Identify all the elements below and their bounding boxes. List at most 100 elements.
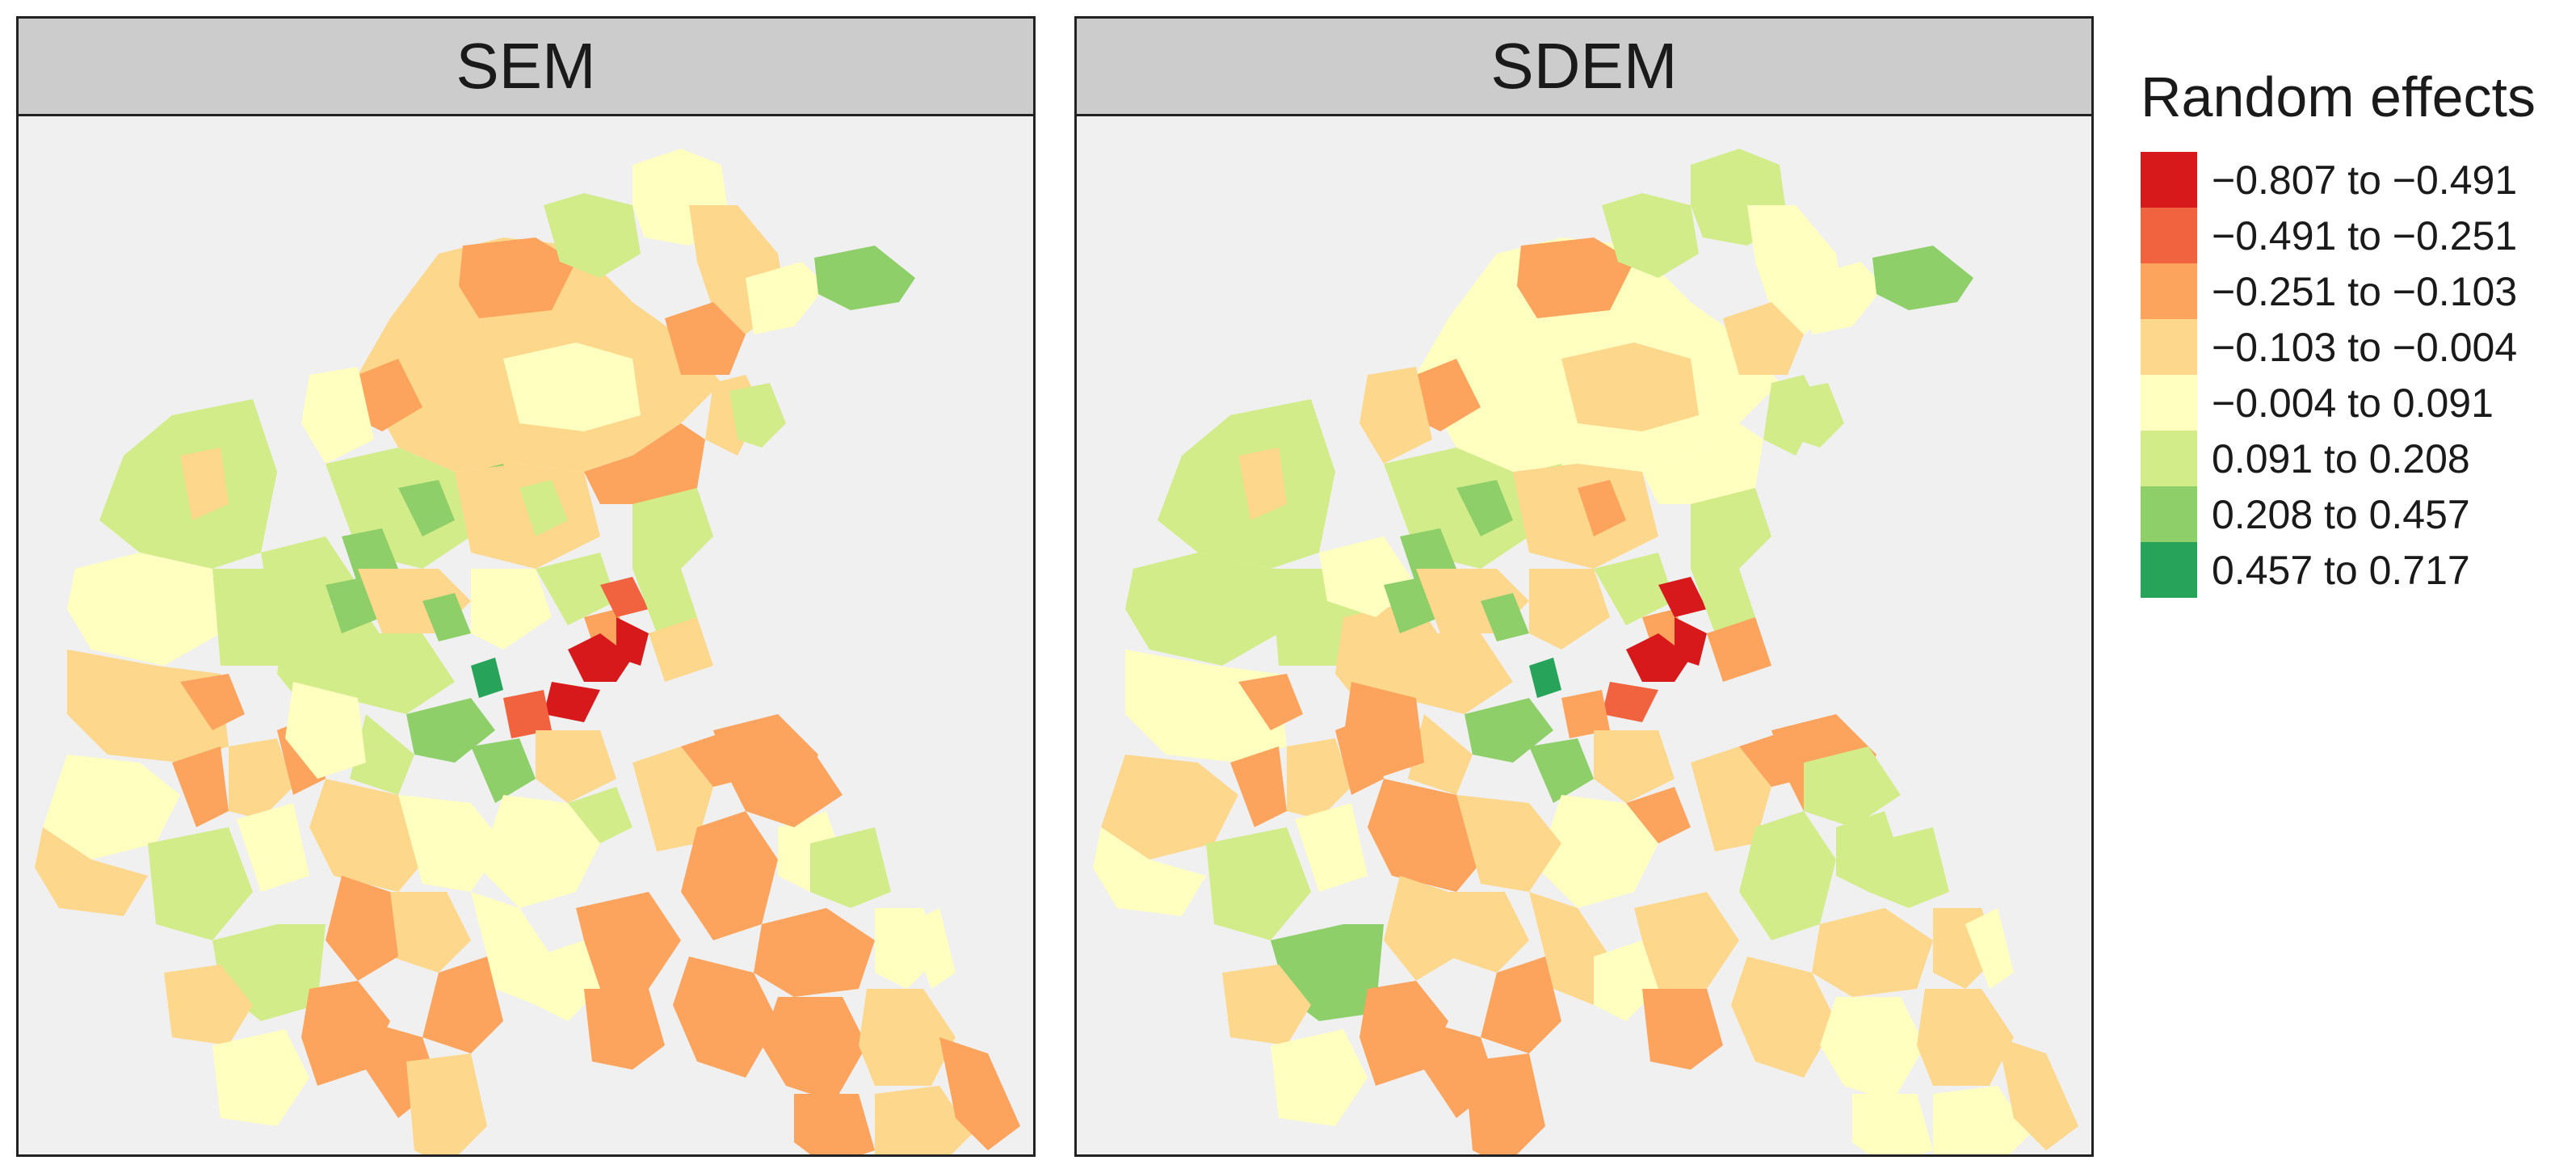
region	[1517, 238, 1634, 318]
region	[810, 827, 891, 908]
region	[536, 730, 616, 803]
region	[180, 674, 245, 730]
region	[1739, 811, 1836, 940]
region	[649, 617, 713, 682]
region	[1594, 553, 1675, 625]
region	[350, 714, 414, 795]
region	[1602, 682, 1658, 722]
sdem-panel: SDEM	[1074, 16, 2094, 1157]
region	[1529, 738, 1594, 803]
legend-item: −0.004 to 0.091	[2141, 375, 2536, 431]
sem-panel: SEM	[16, 16, 1036, 1157]
sdem-map-svg	[1093, 149, 2078, 1154]
sem-map-svg	[35, 149, 1020, 1154]
region	[1464, 1053, 1545, 1154]
legend-swatch	[2141, 319, 2197, 375]
region	[1408, 714, 1473, 795]
region	[67, 553, 221, 666]
region	[471, 892, 552, 1005]
legend-swatch	[2141, 208, 2197, 263]
legend-item: −0.807 to −0.491	[2141, 152, 2536, 208]
region	[1634, 892, 1739, 989]
sem-map	[19, 116, 1033, 1154]
region	[1804, 262, 1885, 334]
region	[1691, 488, 1771, 569]
region	[568, 787, 632, 843]
region	[1626, 787, 1691, 843]
region	[616, 617, 649, 666]
region	[455, 464, 600, 569]
region	[67, 650, 229, 763]
legend-swatch	[2141, 263, 2197, 319]
region	[1812, 908, 1933, 997]
region	[1481, 593, 1529, 641]
region	[1868, 827, 1949, 908]
legend-swatch	[2141, 375, 2197, 431]
sem-panel-title: SEM	[19, 19, 1033, 116]
region	[1594, 940, 1658, 1021]
region	[1271, 1029, 1368, 1126]
region	[1513, 464, 1658, 569]
sdem-regions	[1093, 149, 2078, 1154]
region	[229, 738, 293, 819]
region	[1561, 690, 1610, 738]
region	[212, 1029, 309, 1126]
region	[729, 383, 786, 448]
region	[148, 827, 253, 940]
legend-label: −0.103 to −0.004	[2212, 324, 2518, 370]
legend-item: 0.208 to 0.457	[2141, 486, 2536, 542]
region	[471, 738, 536, 803]
region	[406, 1053, 487, 1154]
region	[1400, 633, 1513, 714]
region	[814, 246, 915, 310]
region	[1561, 343, 1699, 431]
region	[1675, 617, 1707, 666]
region	[285, 682, 366, 779]
region	[1820, 997, 1925, 1102]
region	[673, 956, 778, 1078]
region	[342, 633, 455, 714]
region	[1788, 383, 1844, 448]
region	[1295, 803, 1368, 892]
region	[1578, 480, 1626, 536]
region	[1529, 658, 1561, 698]
region	[1731, 956, 1836, 1078]
region	[1804, 746, 1901, 827]
region	[301, 367, 374, 464]
region	[875, 1086, 972, 1154]
region	[35, 827, 148, 916]
region	[503, 690, 552, 738]
region	[1287, 738, 1351, 819]
region	[1872, 246, 1973, 310]
legend-title: Random effects	[2141, 65, 2536, 128]
region	[390, 892, 471, 973]
legend-item: −0.103 to −0.004	[2141, 319, 2536, 375]
region	[479, 795, 600, 908]
region	[762, 997, 867, 1102]
region	[859, 989, 956, 1086]
region	[1222, 965, 1311, 1045]
region	[576, 892, 681, 989]
region	[1602, 193, 1699, 278]
region	[907, 908, 956, 989]
region	[172, 746, 229, 827]
region	[1965, 908, 2014, 989]
region	[1359, 367, 1432, 464]
region	[1537, 795, 1658, 908]
legend-label: −0.807 to −0.491	[2212, 157, 2518, 203]
region	[1707, 617, 1771, 682]
region	[536, 553, 616, 625]
legend-item: 0.091 to 0.208	[2141, 431, 2536, 486]
region	[519, 480, 568, 536]
region	[1852, 1094, 1933, 1154]
region	[1206, 827, 1311, 940]
region	[1642, 423, 1763, 504]
region	[43, 755, 180, 860]
legend-items: −0.807 to −0.491 −0.491 to −0.251 −0.251 t…	[2141, 152, 2536, 598]
region	[536, 940, 600, 1021]
legend-label: −0.004 to 0.091	[2212, 380, 2494, 426]
region	[1093, 827, 1206, 916]
legend-swatch	[2141, 486, 2197, 542]
region	[1723, 302, 1804, 375]
legend: Random effects −0.807 to −0.491 −0.491 to…	[2141, 65, 2536, 598]
